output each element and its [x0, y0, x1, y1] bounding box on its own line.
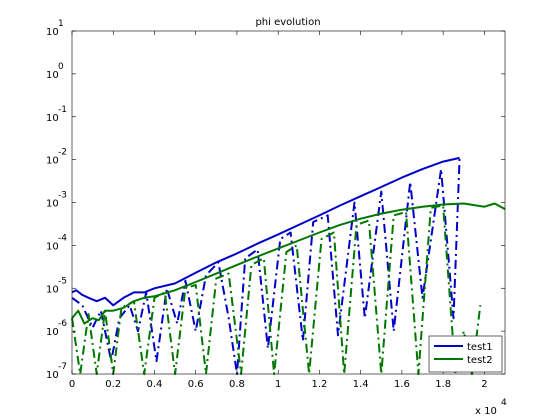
series-line	[71, 202, 506, 325]
x-tick-label: 1.2	[311, 379, 327, 390]
y-tick-label: 10	[46, 284, 59, 295]
x-tick-label: 0	[69, 379, 75, 390]
y-tick-exponent: -3	[58, 191, 67, 201]
y-tick-exponent: -4	[58, 233, 67, 243]
y-tick-exponent: -2	[58, 148, 67, 158]
legend: test1 test2	[428, 335, 503, 373]
y-tick-exponent: 0	[58, 62, 64, 72]
series-test1	[71, 156, 460, 307]
x-tick-label: 2	[481, 379, 487, 390]
y-tick-label: 10	[46, 70, 59, 81]
series-line	[71, 204, 482, 375]
x-tick-label: 1.8	[435, 379, 451, 390]
y-tick-label: 10	[46, 27, 59, 38]
y-tick-exponent: -5	[58, 276, 67, 286]
x-tick-label: 1	[275, 379, 281, 390]
series-series-3	[71, 204, 482, 375]
y-tick-label: 10	[46, 199, 59, 210]
chart-title: phi evolution	[255, 17, 320, 28]
x-tick-label: 0.6	[188, 379, 204, 390]
x-tick-label: 0.4	[147, 379, 163, 390]
y-tick-exponent: -6	[58, 319, 67, 329]
y-tick-label: 10	[46, 327, 59, 338]
legend-box	[428, 335, 503, 373]
y-tick-label: 10	[46, 241, 59, 252]
series-test2	[71, 202, 506, 325]
legend-label: test2	[467, 355, 493, 366]
legend-label: test1	[467, 342, 493, 353]
x-multiplier-label: x 10	[475, 406, 497, 417]
y-tick-exponent: 1	[58, 19, 64, 29]
x-tick-label: 1.4	[353, 379, 369, 390]
x-multiplier-exponent: 4	[501, 398, 507, 408]
x-tick-label: 0.8	[229, 379, 245, 390]
y-tick-exponent: -1	[58, 105, 67, 115]
y-tick-exponent: -7	[58, 362, 67, 372]
series-line	[71, 156, 460, 307]
series-series-1	[71, 157, 461, 375]
plot-area	[71, 156, 506, 375]
y-tick-label: 10	[46, 113, 59, 124]
y-tick-label: 10	[46, 370, 59, 381]
y-tick-label: 10	[46, 156, 59, 167]
axis-ticks: 0 0.2 0.4 0.6 0.8 1 1.2 1.4 1.6 1.8 210-710-610-51…	[46, 19, 505, 390]
x-tick-label: 0.2	[105, 379, 121, 390]
x-tick-label: 1.6	[394, 379, 410, 390]
series-line	[71, 157, 461, 375]
